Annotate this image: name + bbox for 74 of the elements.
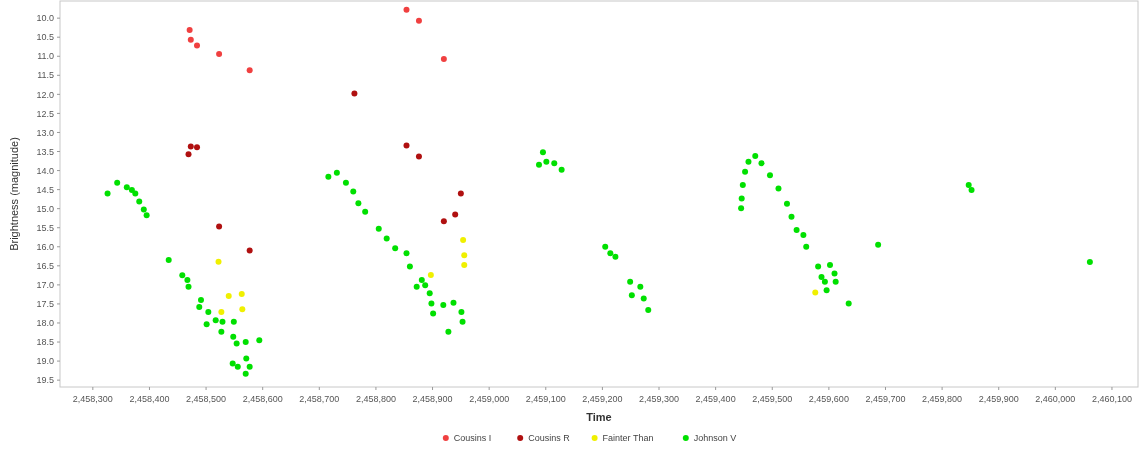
point bbox=[216, 223, 223, 230]
point bbox=[460, 236, 467, 243]
point bbox=[457, 190, 464, 197]
y-axis-title: Brightness (magnitude) bbox=[8, 137, 20, 251]
x-tick-label: 2,459,700 bbox=[865, 394, 906, 404]
x-tick-label: 2,460,100 bbox=[1091, 394, 1132, 404]
point bbox=[415, 153, 422, 160]
y-tick-label: 16.0 bbox=[36, 241, 54, 252]
x-tick-label: 2,458,600 bbox=[242, 394, 283, 404]
y-tick-label: 14.0 bbox=[36, 165, 54, 176]
point bbox=[812, 289, 819, 296]
legend-label: Cousins R bbox=[528, 433, 571, 443]
y-tick-label: 11.5 bbox=[37, 70, 54, 81]
y-tick-label: 14.5 bbox=[36, 184, 54, 195]
x-tick-label: 2,458,700 bbox=[299, 394, 340, 404]
point bbox=[187, 36, 194, 43]
point bbox=[215, 258, 222, 265]
point bbox=[461, 262, 468, 269]
point bbox=[218, 308, 225, 315]
y-tick-label: 18.5 bbox=[36, 337, 54, 348]
x-tick-label: 2,459,800 bbox=[922, 394, 963, 404]
point bbox=[225, 292, 232, 299]
y-tick-label: 13.0 bbox=[36, 127, 54, 138]
x-tick-label: 2,458,500 bbox=[186, 394, 227, 404]
y-tick-label: 10.0 bbox=[36, 13, 54, 24]
x-tick-label: 2,458,800 bbox=[355, 394, 396, 404]
x-tick-label: 2,459,400 bbox=[695, 394, 736, 404]
point bbox=[415, 17, 422, 24]
x-tick-label: 2,459,200 bbox=[582, 394, 623, 404]
point bbox=[351, 90, 358, 97]
y-tick-label: 17.5 bbox=[36, 299, 54, 310]
point bbox=[461, 252, 468, 259]
point bbox=[216, 50, 223, 57]
point bbox=[452, 211, 459, 218]
point bbox=[194, 144, 201, 151]
y-tick-label: 10.5 bbox=[36, 32, 54, 43]
x-tick-label: 2,459,000 bbox=[469, 394, 510, 404]
y-tick-label: 17.0 bbox=[36, 280, 54, 291]
point bbox=[403, 142, 410, 149]
x-tick-label: 2,458,400 bbox=[129, 394, 170, 404]
x-tick-label: 2,458,300 bbox=[72, 394, 113, 404]
legend-label: Fainter Than bbox=[602, 433, 654, 443]
y-tick-label: 18.0 bbox=[36, 318, 54, 329]
point bbox=[186, 26, 193, 33]
point bbox=[246, 247, 253, 254]
point bbox=[403, 6, 410, 13]
point bbox=[239, 306, 246, 313]
legend-label: Cousins I bbox=[453, 433, 492, 443]
x-tick-label: 2,460,000 bbox=[1035, 394, 1076, 404]
y-tick-label: 15.5 bbox=[36, 222, 54, 233]
y-tick-label: 13.5 bbox=[36, 146, 54, 157]
y-tick-label: 19.5 bbox=[36, 375, 54, 386]
y-tick-label: 12.5 bbox=[36, 108, 54, 119]
x-tick-label: 2,459,900 bbox=[978, 394, 1019, 404]
point bbox=[440, 218, 447, 225]
point bbox=[238, 291, 245, 298]
point bbox=[194, 42, 201, 49]
point bbox=[185, 151, 192, 158]
x-tick-label: 2,458,900 bbox=[412, 394, 453, 404]
x-tick-label: 2,459,100 bbox=[525, 394, 566, 404]
y-tick-label: 15.0 bbox=[36, 203, 54, 214]
y-tick-label: 16.5 bbox=[36, 260, 54, 271]
x-axis-title: Time bbox=[586, 411, 612, 423]
point bbox=[427, 271, 434, 278]
y-tick-label: 19.0 bbox=[36, 356, 54, 367]
point bbox=[187, 143, 194, 150]
legend-label: Johnson V bbox=[693, 433, 737, 443]
x-tick-label: 2,459,500 bbox=[752, 394, 793, 404]
y-tick-label: 11.0 bbox=[37, 51, 54, 62]
point bbox=[246, 67, 253, 74]
x-tick-label: 2,459,300 bbox=[638, 394, 680, 404]
x-tick-label: 2,459,600 bbox=[808, 394, 849, 404]
y-tick-label: 12.0 bbox=[36, 89, 54, 100]
point bbox=[440, 55, 447, 62]
